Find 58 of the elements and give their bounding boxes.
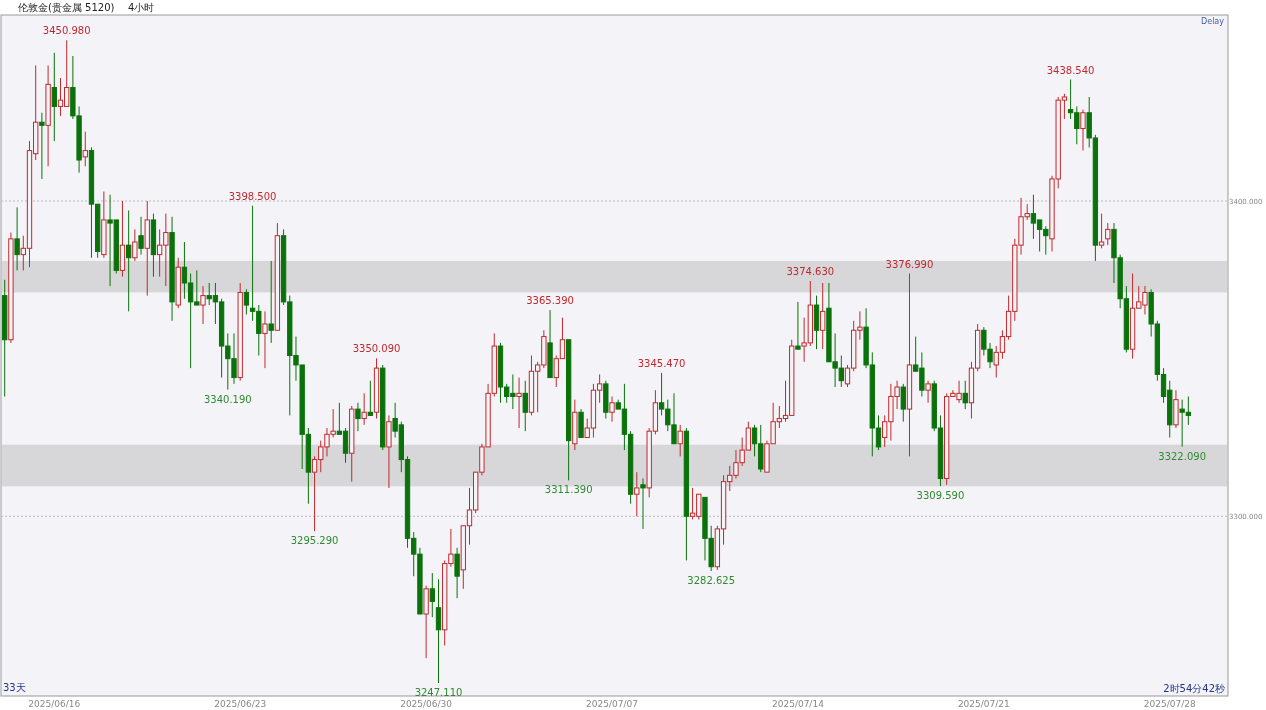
annotation: 3345.470: [637, 357, 686, 369]
candlestick: [522, 380, 528, 432]
candlestick: [14, 206, 20, 271]
candlestick: [132, 228, 138, 262]
candlestick: [51, 52, 57, 142]
candlestick: [82, 131, 88, 167]
candlestick: [39, 112, 45, 180]
candlestick: [138, 216, 144, 256]
x-tick-label: 2025/07/07: [586, 699, 638, 709]
chart-subtitle: 4小时: [128, 2, 155, 13]
candlestick: [962, 380, 968, 410]
candlestick: [1098, 213, 1105, 249]
annotation: 3374.630: [786, 266, 835, 277]
text: Delay: [1201, 17, 1225, 26]
annotation: 3350.090: [352, 343, 401, 355]
candlestick: [243, 288, 250, 316]
annotation: 3376.990: [885, 258, 934, 270]
candlestick: [609, 395, 615, 423]
annotation: 3322.090: [1158, 450, 1206, 462]
candlestick: [677, 424, 683, 457]
candlestick: [200, 285, 206, 325]
x-tick-label: 2025/06/16: [28, 699, 81, 709]
annotation: 3247.110: [414, 687, 463, 699]
candlestick: [1080, 109, 1086, 152]
annotation: 3398.500: [228, 190, 277, 202]
candlestick: [435, 578, 442, 684]
candlestick: [820, 282, 826, 350]
candlestick: [268, 260, 274, 344]
candlestick: [361, 392, 367, 426]
x-tick-label: 2025/07/14: [771, 699, 825, 709]
annotation: 3438.540: [1046, 64, 1095, 76]
candlestick: [125, 209, 132, 312]
candlestick: [262, 310, 268, 369]
annotation: 3450.980: [42, 25, 91, 37]
candlestick: [925, 380, 931, 404]
x-tick-label: 2025/06/30: [400, 699, 453, 709]
annotation: 33天: [3, 682, 26, 693]
candlestick: [429, 572, 435, 618]
x-tick-label: 2025/07/28: [1143, 699, 1196, 709]
chart-title: 伦敦金(贵金属 5120): [18, 2, 115, 13]
candlestick: [634, 471, 640, 517]
annotation: 3340.190: [203, 393, 252, 405]
x-tick-label: 2025/07/21: [957, 699, 1010, 709]
candlestick: [900, 383, 906, 423]
annotation: 3311.390: [544, 484, 593, 496]
annotation: 3309.590: [916, 490, 965, 502]
candlestick: [1105, 222, 1111, 246]
candlestick: [355, 402, 361, 432]
candlestick: [640, 477, 646, 530]
candlestick: [516, 377, 522, 429]
annotation: 3365.390: [526, 295, 574, 307]
x-tick-label: 2025/06/23: [214, 699, 267, 709]
annotation: 3295.290: [290, 535, 339, 547]
candlestick: [367, 380, 374, 416]
candlestick: [795, 301, 801, 350]
candlestick: [454, 547, 460, 599]
annotation: 2时54分42秒: [1163, 683, 1225, 694]
annotation: 3282.625: [687, 575, 736, 587]
